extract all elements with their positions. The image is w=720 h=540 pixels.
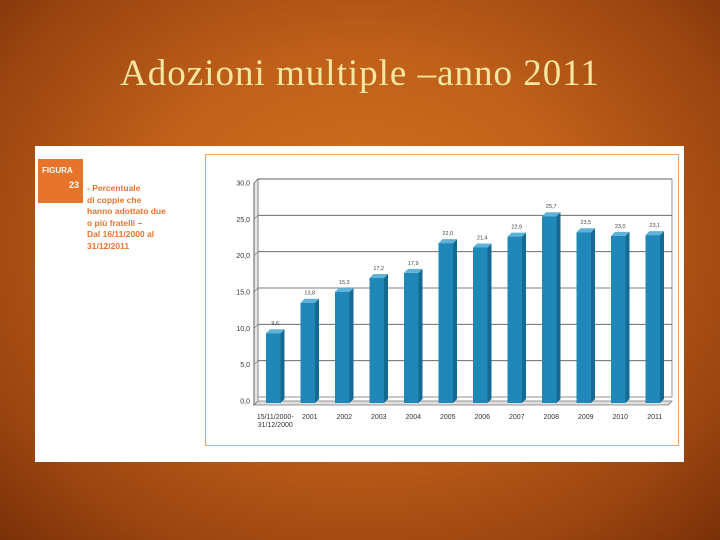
bar-top: [335, 287, 354, 292]
x-tick-label: 31/12/2000: [258, 422, 293, 429]
bar: [645, 235, 660, 403]
figure-tag-number: 23: [68, 180, 79, 190]
x-tick-label: 2010: [612, 414, 628, 421]
data-label: 9,6: [271, 321, 279, 327]
gridline-side: [253, 251, 259, 256]
bar-top: [542, 212, 561, 217]
data-label: 25,7: [546, 204, 557, 210]
bar-top: [266, 329, 285, 334]
slide-title: Adozioni multiple –anno 2011: [120, 53, 600, 94]
bar-top: [300, 298, 319, 303]
plot-side-wall: [253, 178, 259, 406]
gridline-side: [253, 360, 259, 365]
y-tick-label: 20,0: [236, 253, 250, 260]
x-tick-label: 2008: [543, 414, 559, 421]
x-tick-label: 15/11/2000-: [257, 414, 295, 421]
figure-tag-word: FIGURA: [42, 166, 73, 175]
bar-top: [473, 243, 492, 248]
x-tick-label: 2003: [371, 414, 387, 421]
data-label: 23,5: [580, 220, 591, 226]
y-tick-label: 10,0: [236, 326, 250, 333]
data-label: 22,9: [511, 225, 522, 231]
figure-tag: FIGURA 23: [38, 159, 83, 203]
bar-side: [418, 268, 423, 403]
x-tick-label: 2004: [405, 414, 421, 421]
plot-floor: [253, 400, 673, 406]
bar-side: [314, 298, 319, 403]
data-label: 23,0: [615, 224, 626, 230]
bar: [473, 247, 488, 403]
data-label: 23,1: [649, 223, 660, 229]
bar-side: [349, 287, 354, 403]
bar: [611, 235, 626, 403]
bar: [300, 302, 315, 403]
bar: [266, 333, 281, 403]
bar-top: [438, 239, 457, 244]
bar-top: [369, 274, 388, 279]
data-label: 17,2: [373, 266, 384, 272]
x-tick-label: 2009: [578, 414, 594, 421]
chart-frame: 0,0 5,0 10,0 15,0 20,0 25,0 30,0 9,6 15/11/2000-…: [205, 154, 679, 446]
bar-side: [521, 232, 526, 403]
data-label: 13,8: [304, 291, 315, 297]
gridline-side: [253, 324, 259, 329]
bar-top: [404, 268, 423, 273]
gridline-side: [253, 215, 259, 220]
x-tick-label: 2005: [440, 414, 456, 421]
bar-top: [645, 231, 664, 236]
bar-top: [611, 231, 630, 236]
bar-side: [659, 231, 664, 403]
data-label: 15,3: [339, 280, 350, 286]
y-tick-label: 15,0: [236, 290, 250, 297]
bar: [576, 232, 591, 403]
y-tick-label: 25,0: [236, 217, 250, 224]
bar: [369, 278, 384, 403]
bar-chart: 0,0 5,0 10,0 15,0 20,0 25,0 30,0 9,6 15/11/2000-…: [236, 178, 673, 429]
figure-caption: - Percentuale di coppie che hanno adotta…: [87, 183, 166, 251]
x-tick-label: 2011: [647, 414, 662, 421]
bar-side: [452, 239, 457, 403]
data-label: 22,0: [442, 231, 453, 237]
bar: [507, 236, 522, 403]
bar-side: [625, 231, 630, 403]
y-tick-label: 30,0: [236, 181, 250, 188]
bar-top: [576, 228, 595, 233]
x-tick-label: 2002: [336, 414, 352, 421]
bar-side: [487, 243, 492, 403]
gridline-side: [253, 287, 259, 293]
y-tick-label: 0,0: [240, 399, 250, 406]
bar: [542, 216, 557, 403]
x-tick-label: 2007: [509, 414, 525, 421]
figure-card: FIGURA 23 - Percentuale di coppie che ha…: [35, 146, 684, 462]
bar-side: [383, 274, 388, 403]
bar-top: [507, 232, 526, 237]
y-tick-label: 5,0: [240, 362, 250, 369]
bar-side: [280, 329, 285, 403]
bar: [404, 272, 419, 403]
x-tick-label: 2001: [302, 414, 318, 421]
data-label: 21,4: [477, 235, 488, 241]
x-tick-label: 2006: [474, 414, 490, 421]
bar: [438, 243, 453, 403]
bar-side: [590, 228, 595, 403]
gridline-side: [253, 178, 259, 184]
bar-side: [556, 212, 561, 403]
bar: [335, 291, 350, 403]
data-label: 17,9: [408, 261, 419, 267]
